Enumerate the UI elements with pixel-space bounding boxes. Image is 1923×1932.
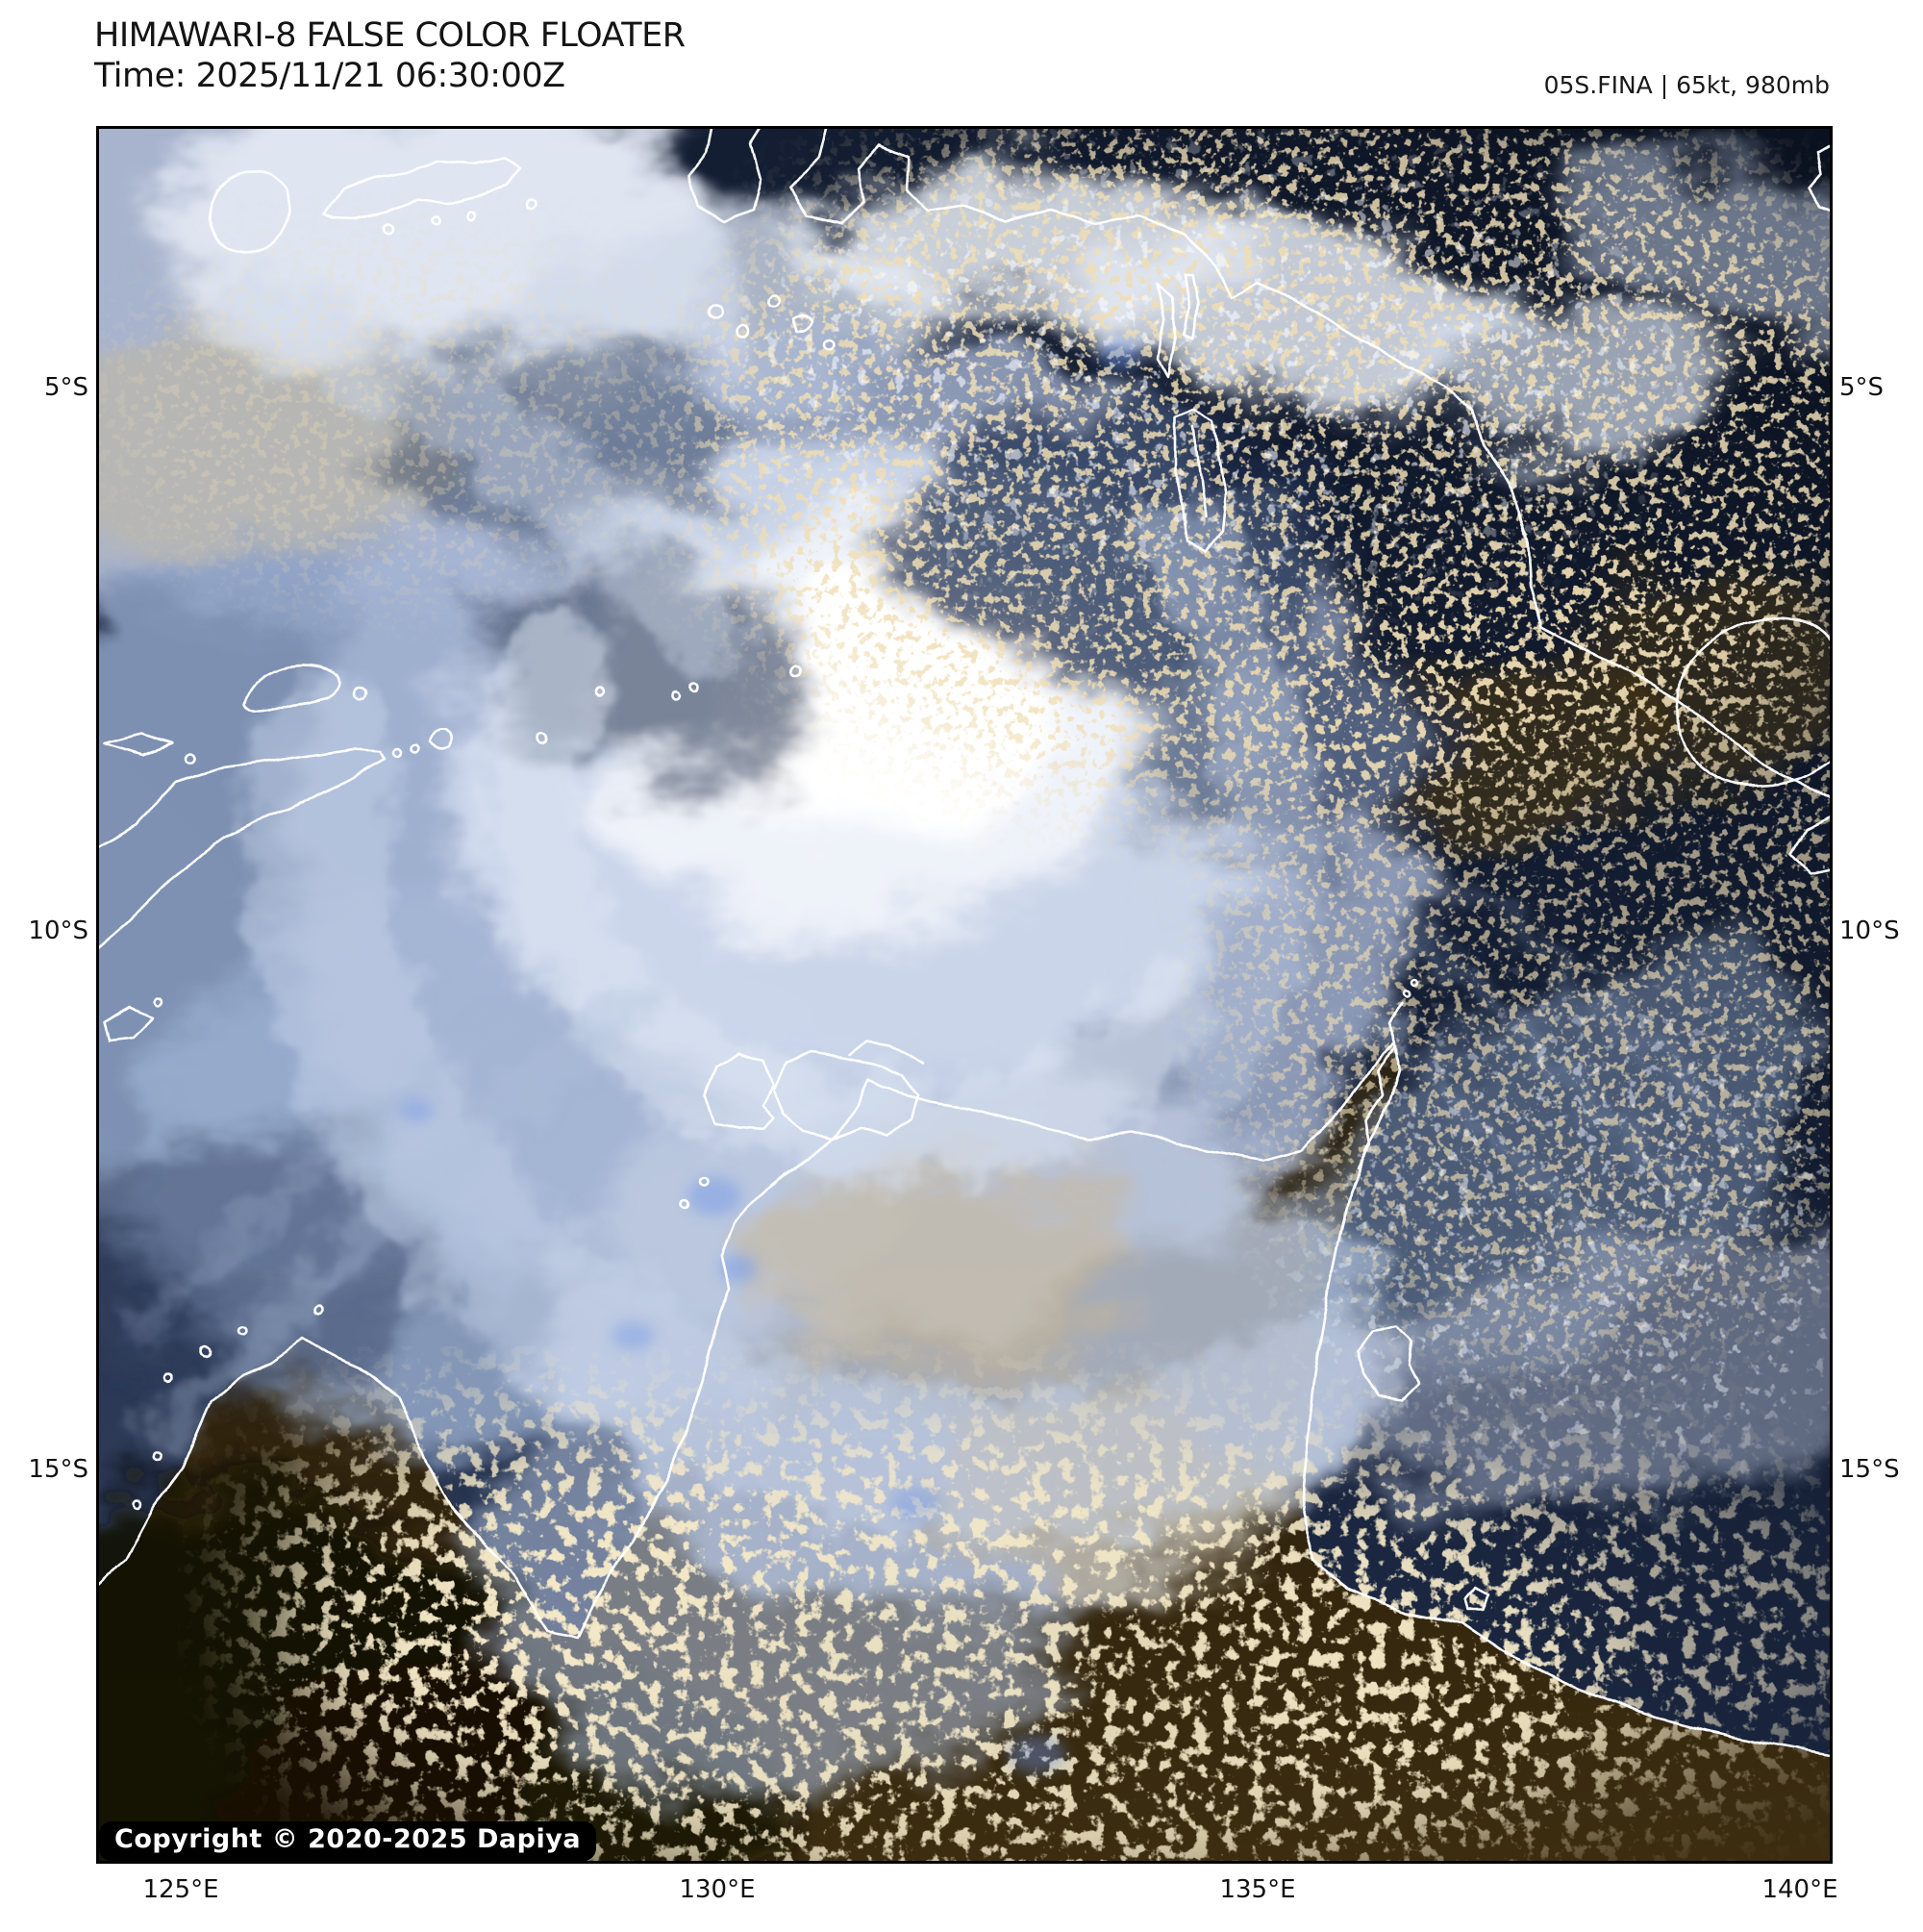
- lat-label-5s-left: 5°S: [43, 373, 88, 402]
- storm-info-label: 05S.FINA | 65kt, 980mb: [1543, 71, 1830, 99]
- coastline-new-guinea: [789, 129, 1830, 801]
- speckle-cloud-fields: [99, 129, 1830, 1861]
- page-title: HIMAWARI-8 FALSE COLOR FLOATER: [94, 16, 686, 55]
- coastline-overlay: [99, 129, 1830, 1757]
- copyright-badge: Copyright © 2020-2025 Dapiya: [99, 1821, 597, 1861]
- lat-label-10s-left: 10°S: [28, 916, 88, 945]
- satellite-image: [99, 129, 1830, 1861]
- coastline-seram: [321, 156, 521, 220]
- lat-label-5s-right: 5°S: [1839, 373, 1885, 402]
- coastline-australia: [99, 1041, 1830, 1757]
- lat-label-10s-right: 10°S: [1839, 916, 1900, 945]
- coastline-aru: [1174, 408, 1228, 556]
- lon-label-130e: 130°E: [679, 1875, 756, 1904]
- lon-label-140e: 140°E: [1761, 1875, 1838, 1904]
- coastline-tanimbar: [836, 627, 901, 748]
- title-block: HIMAWARI-8 FALSE COLOR FLOATER Time: 202…: [94, 15, 686, 96]
- coastline-dolak: [1677, 615, 1830, 788]
- lon-label-135e: 135°E: [1219, 1875, 1296, 1904]
- lat-label-15s-right: 15°S: [1839, 1455, 1900, 1484]
- satellite-map-frame: Copyright © 2020-2025 Dapiya: [96, 126, 1833, 1864]
- timestamp-label: Time: 2025/11/21 06:30:00Z: [94, 57, 565, 95]
- coastline-timor: [99, 747, 387, 948]
- blue-cloud-tops: [399, 339, 1141, 1773]
- coastline-buru: [208, 171, 290, 253]
- lon-label-125e: 125°E: [142, 1875, 219, 1904]
- coastline-tiwi-islands: [703, 1052, 774, 1133]
- coastline-groote: [1357, 1323, 1420, 1402]
- coastline-wessel: [1355, 1000, 1404, 1171]
- lat-label-15s-left: 15°S: [28, 1455, 88, 1484]
